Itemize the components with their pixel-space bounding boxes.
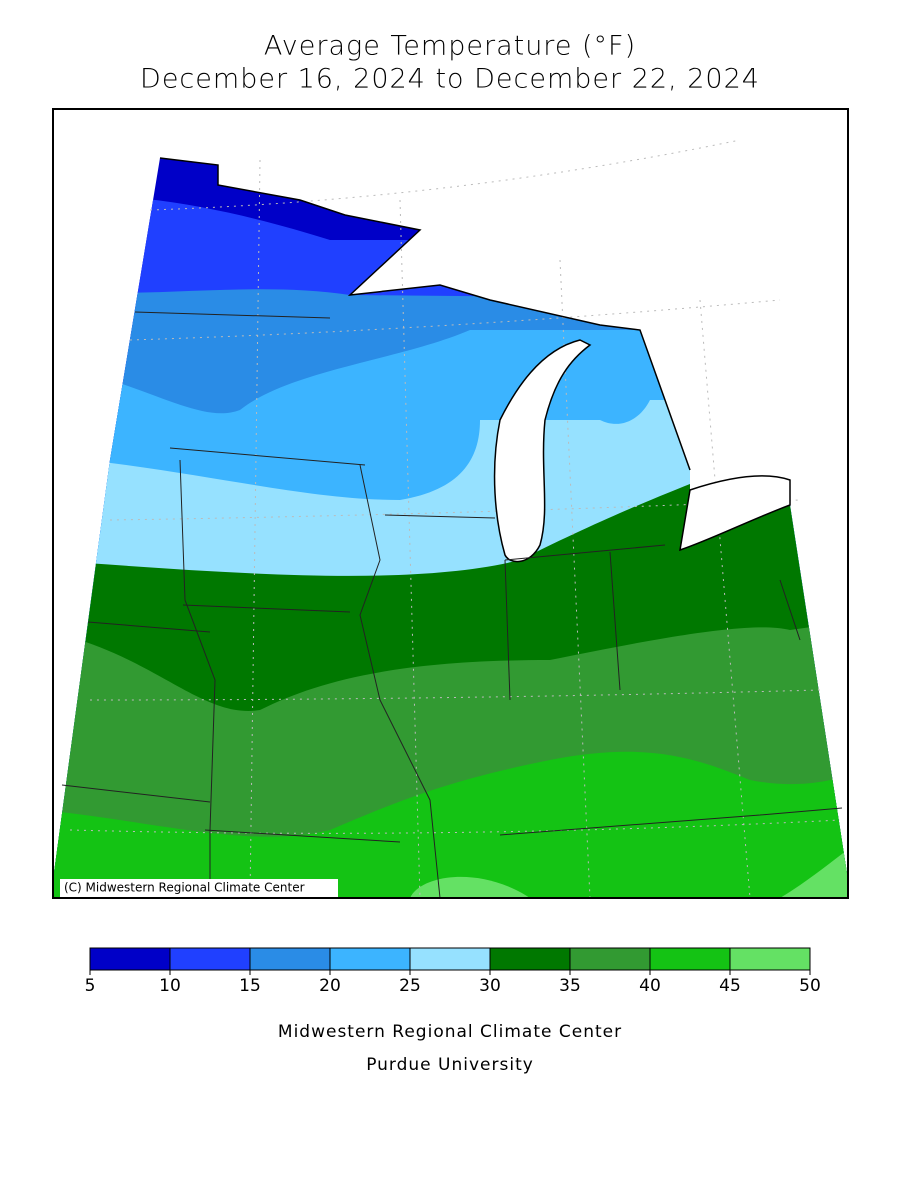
legend-tick-label: 30 — [479, 976, 501, 996]
legend-swatch — [649, 947, 731, 971]
credit-background — [60, 879, 338, 897]
footer-line: Purdue University — [366, 1055, 534, 1075]
lake-huron-erie — [679, 475, 791, 552]
legend-tick-label: 35 — [559, 976, 581, 996]
footer-line: Midwestern Regional Climate Center — [278, 1022, 622, 1042]
temperature-band — [780, 840, 848, 898]
legend-tick-label: 45 — [719, 976, 741, 996]
legend: 5 10 15 20 25 30 35 40 45 50 — [85, 947, 821, 996]
legend-swatch — [329, 947, 411, 971]
legend-tick-label: 25 — [399, 976, 421, 996]
temperature-map — [53, 158, 848, 898]
legend-tick-label: 40 — [639, 976, 661, 996]
legend-swatch — [409, 947, 491, 971]
grid — [69, 139, 841, 899]
legend-tick-label: 50 — [799, 976, 821, 996]
legend-swatch — [249, 947, 331, 971]
map-frame — [52, 108, 849, 899]
legend-swatch — [489, 947, 571, 971]
legend-swatch — [169, 947, 251, 971]
legend-tick-label: 20 — [319, 976, 341, 996]
legend-tick-label: 10 — [159, 976, 181, 996]
legend-tick-label: 15 — [239, 976, 261, 996]
legend-swatch — [89, 947, 171, 971]
state-borders — [61, 311, 843, 899]
lakes — [159, 157, 791, 563]
legend-swatch — [729, 947, 811, 971]
temperature-band — [53, 751, 848, 898]
subtitle: December 16, 2024 to December 22, 2024 — [140, 64, 760, 95]
temperature-band — [410, 876, 530, 898]
legend-swatch — [569, 947, 651, 971]
title: Average Temperature (°F) — [264, 31, 636, 62]
map-credit: (C) Midwestern Regional Climate Center — [64, 881, 305, 895]
lake-superior-shore — [159, 157, 691, 471]
lake-michigan — [493, 339, 592, 563]
legend-tick-label: 5 — [85, 976, 96, 996]
